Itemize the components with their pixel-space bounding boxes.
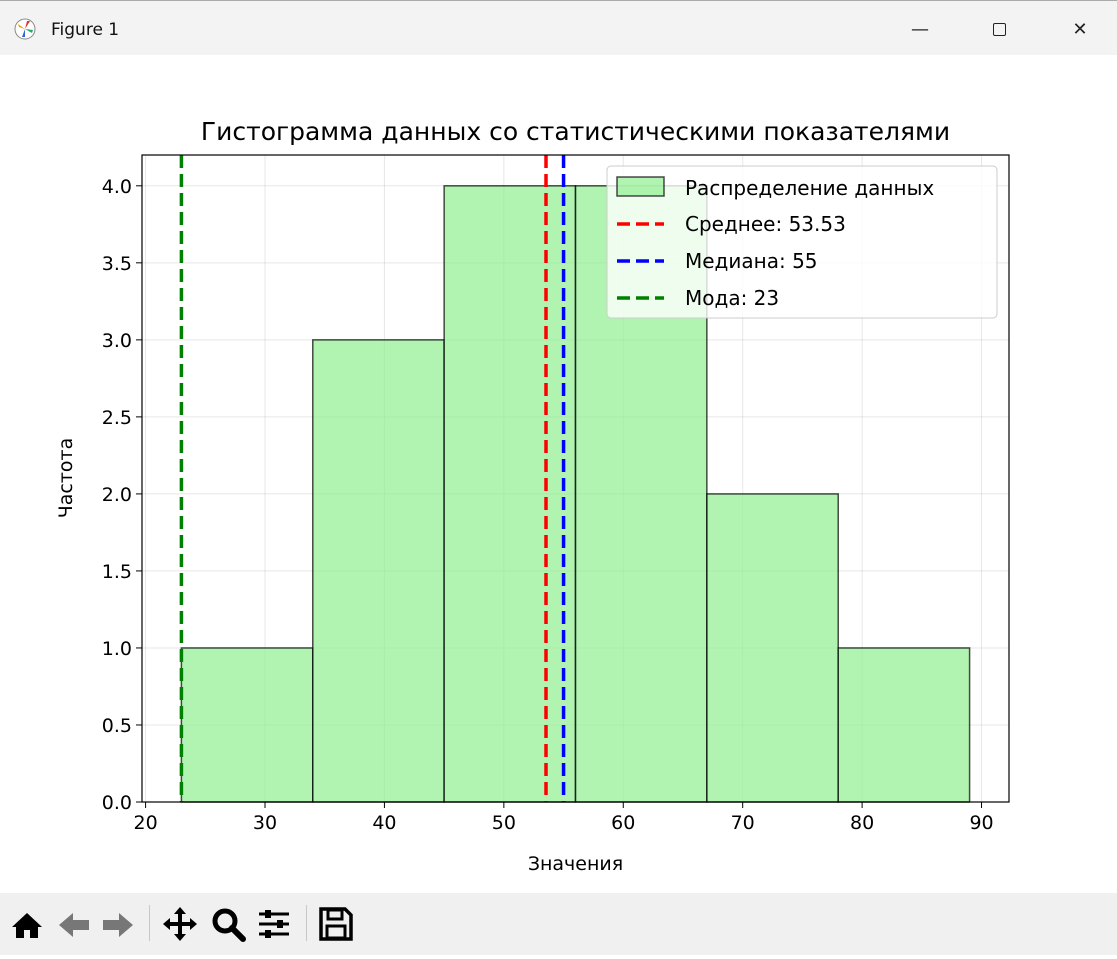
legend-label-median: Медиана: 55 [685, 249, 818, 273]
legend-box [606, 165, 998, 319]
close-button[interactable]: ✕ [1057, 9, 1103, 49]
pan-move-icon[interactable] [161, 905, 199, 943]
back-arrow-icon[interactable] [55, 905, 93, 943]
x-tick-label: 70 [731, 812, 755, 834]
x-tick-label: 30 [253, 812, 277, 834]
histogram-bar [837, 647, 971, 803]
histogram-bar [443, 185, 577, 803]
x-tick-label: 50 [492, 812, 516, 834]
window-title: Figure 1 [51, 20, 120, 40]
save-floppy-icon[interactable] [317, 905, 355, 943]
plot-area-frame [141, 154, 1010, 803]
matplotlib-logo-icon [14, 18, 36, 40]
maximize-button[interactable] [976, 9, 1022, 49]
x-axis-label: Значения [528, 853, 623, 875]
histogram-bar [312, 339, 445, 803]
close-icon: ✕ [1072, 18, 1088, 40]
legend-label-mean: Среднее: 53.53 [685, 212, 846, 236]
legend-label-histogram: Распределение данных [685, 176, 934, 200]
y-tick-label: 3.5 [102, 253, 132, 275]
toolbar-separator [306, 905, 307, 941]
histogram-chart: 20 30 40 50 60 70 80 90 0.0 0.5 1.0 1.5 2.0 2.5 3.0 3.… [55, 117, 1010, 875]
legend-label-mode: Мода: 23 [685, 286, 779, 310]
chart-title: Гистограмма данных со статистическими по… [201, 117, 950, 146]
home-icon[interactable] [8, 905, 46, 943]
minimize-button[interactable]: — [897, 9, 943, 49]
y-tick-label: 0.5 [102, 715, 132, 737]
histogram-bar [706, 493, 839, 803]
y-axis-label: Частота [55, 438, 77, 519]
x-tick-label: 60 [611, 812, 635, 834]
configure-subplots-icon[interactable] [255, 905, 293, 943]
x-tick-label: 40 [372, 812, 396, 834]
title-bar: Figure 1 — ✕ [0, 0, 1117, 56]
x-tick-label: 80 [850, 812, 874, 834]
y-tick-label: 1.0 [102, 638, 132, 660]
maximize-icon [992, 22, 1006, 36]
y-tick-label: 2.0 [102, 484, 132, 506]
y-tick-label: 2.5 [102, 407, 132, 429]
x-tick-label: 20 [133, 812, 157, 834]
histogram-bar [180, 647, 314, 803]
y-tick-label: 3.0 [102, 330, 132, 352]
zoom-magnifier-icon[interactable] [209, 905, 247, 943]
y-tick-label: 0.0 [102, 792, 132, 814]
figure-canvas: 20 30 40 50 60 70 80 90 0.0 0.5 1.0 1.5 2.0 2.5 3.0 3.… [0, 55, 1117, 893]
forward-arrow-icon[interactable] [99, 905, 137, 943]
x-tick-label: 90 [969, 812, 993, 834]
toolbar-separator [149, 905, 150, 941]
legend: Распределение данных Среднее: 53.53 Медиа… [606, 165, 998, 319]
minimize-icon: — [911, 18, 929, 40]
navigation-toolbar [0, 893, 1117, 955]
legend-swatch-histogram [616, 176, 665, 197]
y-tick-label: 4.0 [102, 176, 132, 198]
y-tick-label: 1.5 [102, 561, 132, 583]
